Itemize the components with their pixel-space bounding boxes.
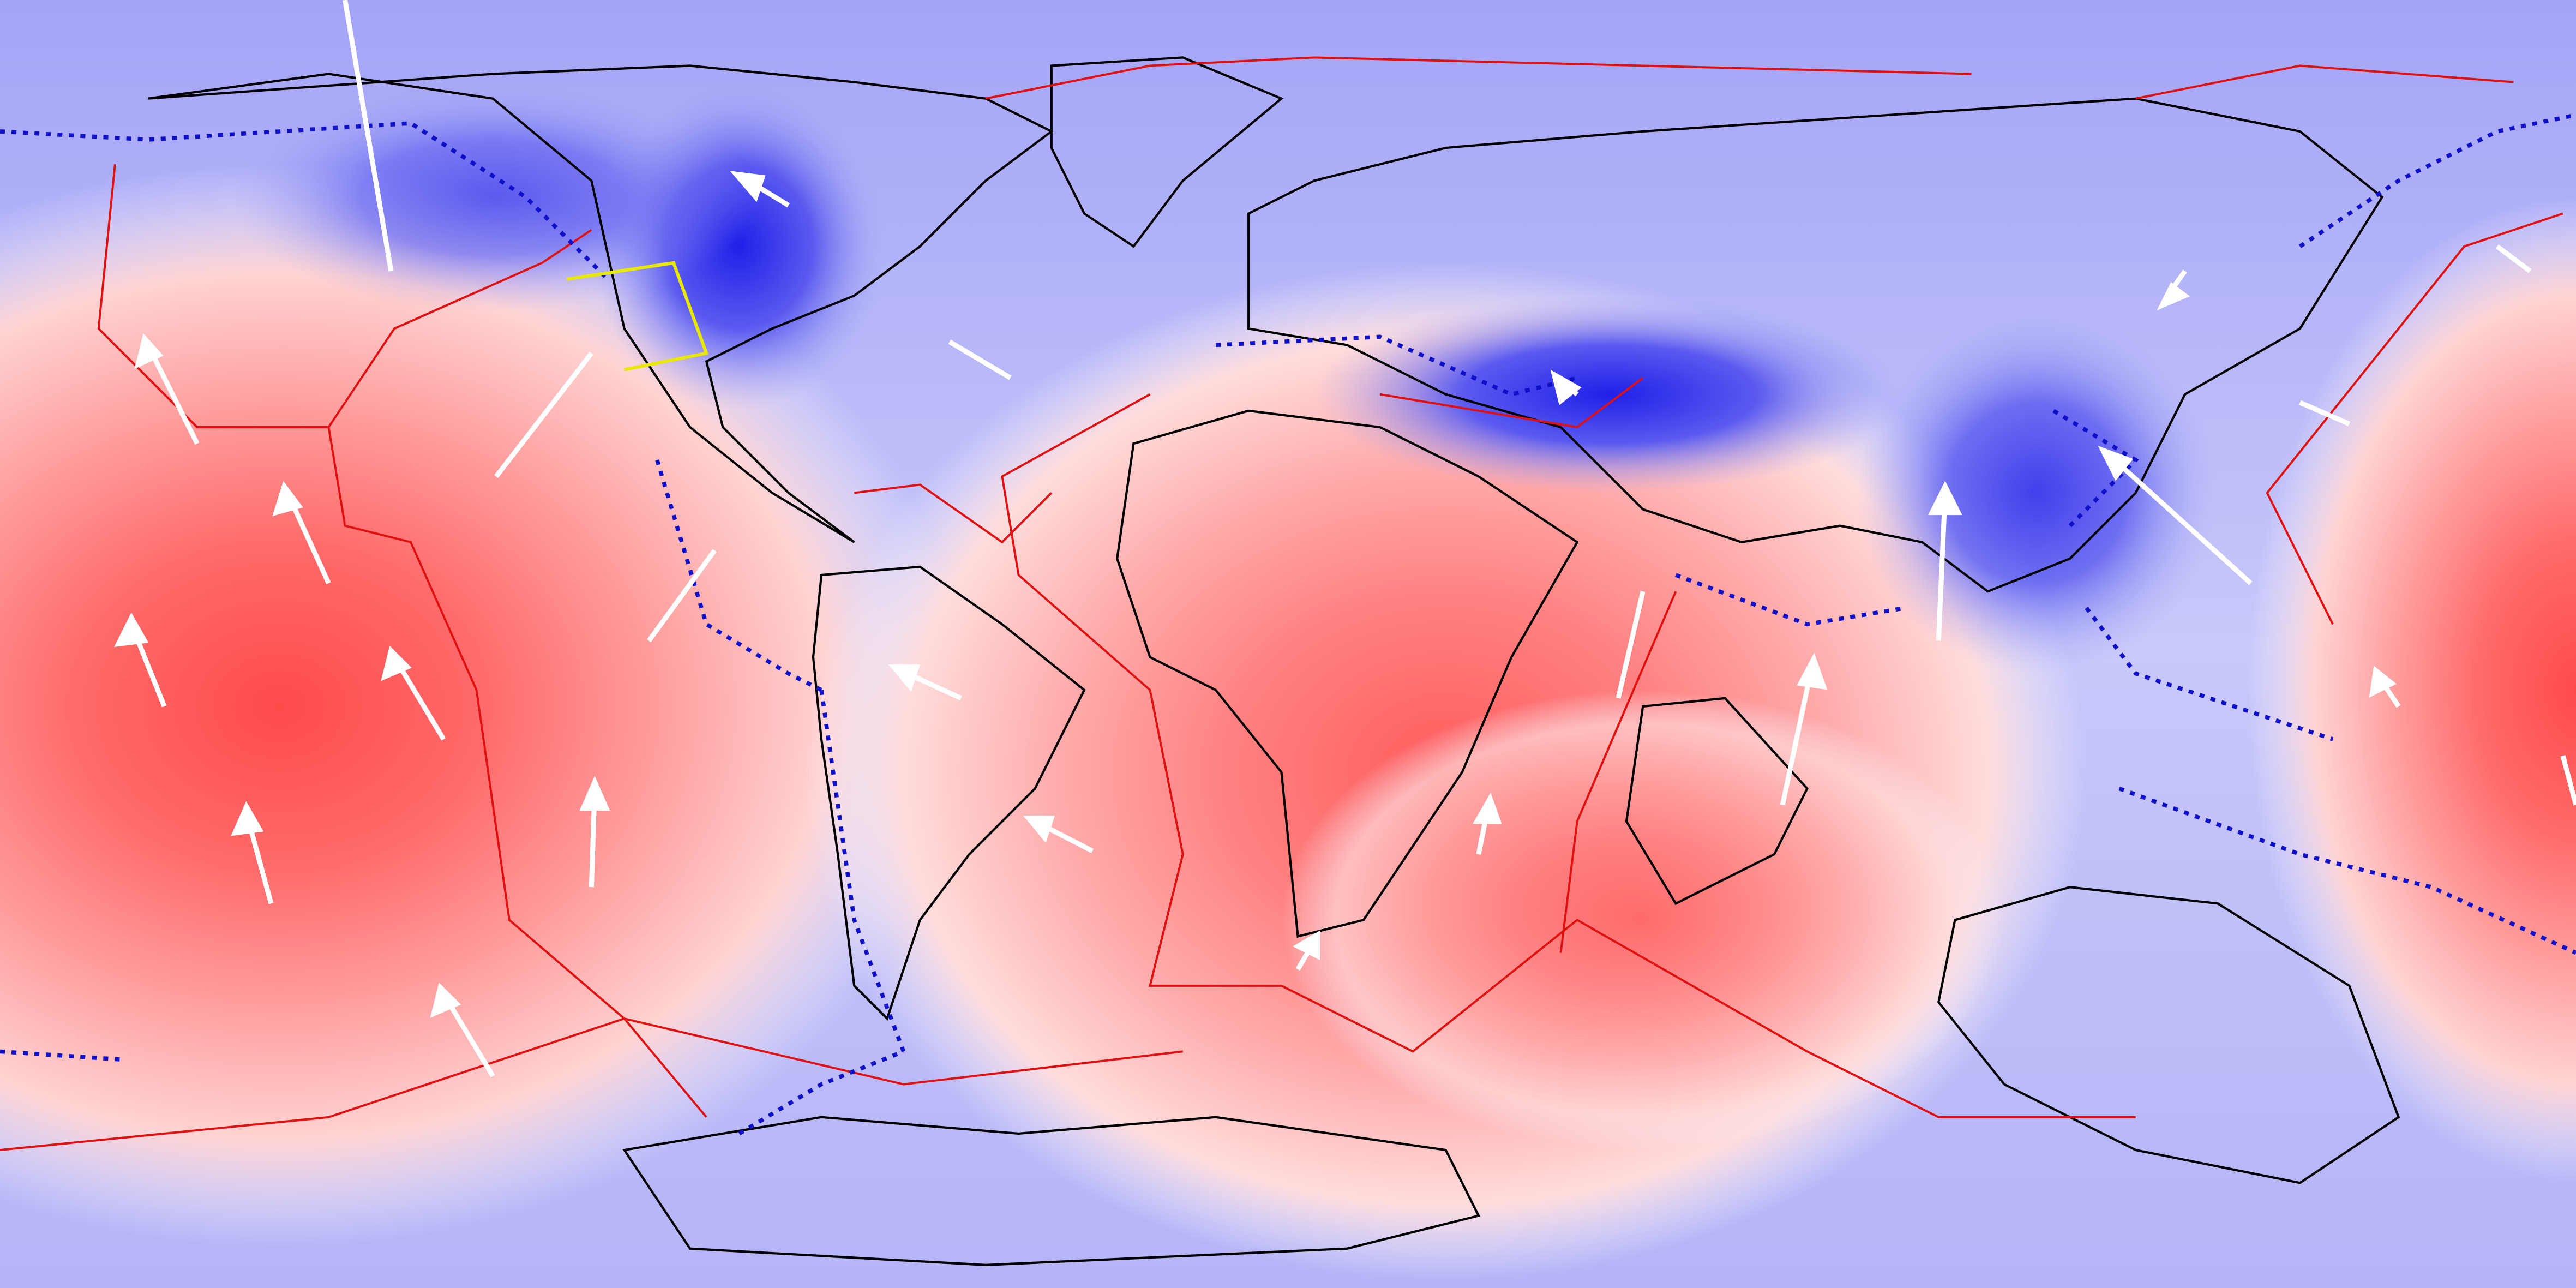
field-low: [1314, 296, 1906, 493]
highlight-boundary: [566, 261, 709, 372]
field-high: [1281, 690, 2004, 1151]
field-high: [0, 164, 969, 1249]
velocity-arrows: [114, 0, 2576, 1077]
plate-boundaries: [0, 56, 2563, 1151]
field-low: [1856, 312, 2218, 674]
coastlines: [147, 56, 2400, 1266]
subduction-zones: [0, 113, 2576, 1136]
field-high: [2247, 197, 2576, 1183]
field-low: [230, 82, 756, 313]
